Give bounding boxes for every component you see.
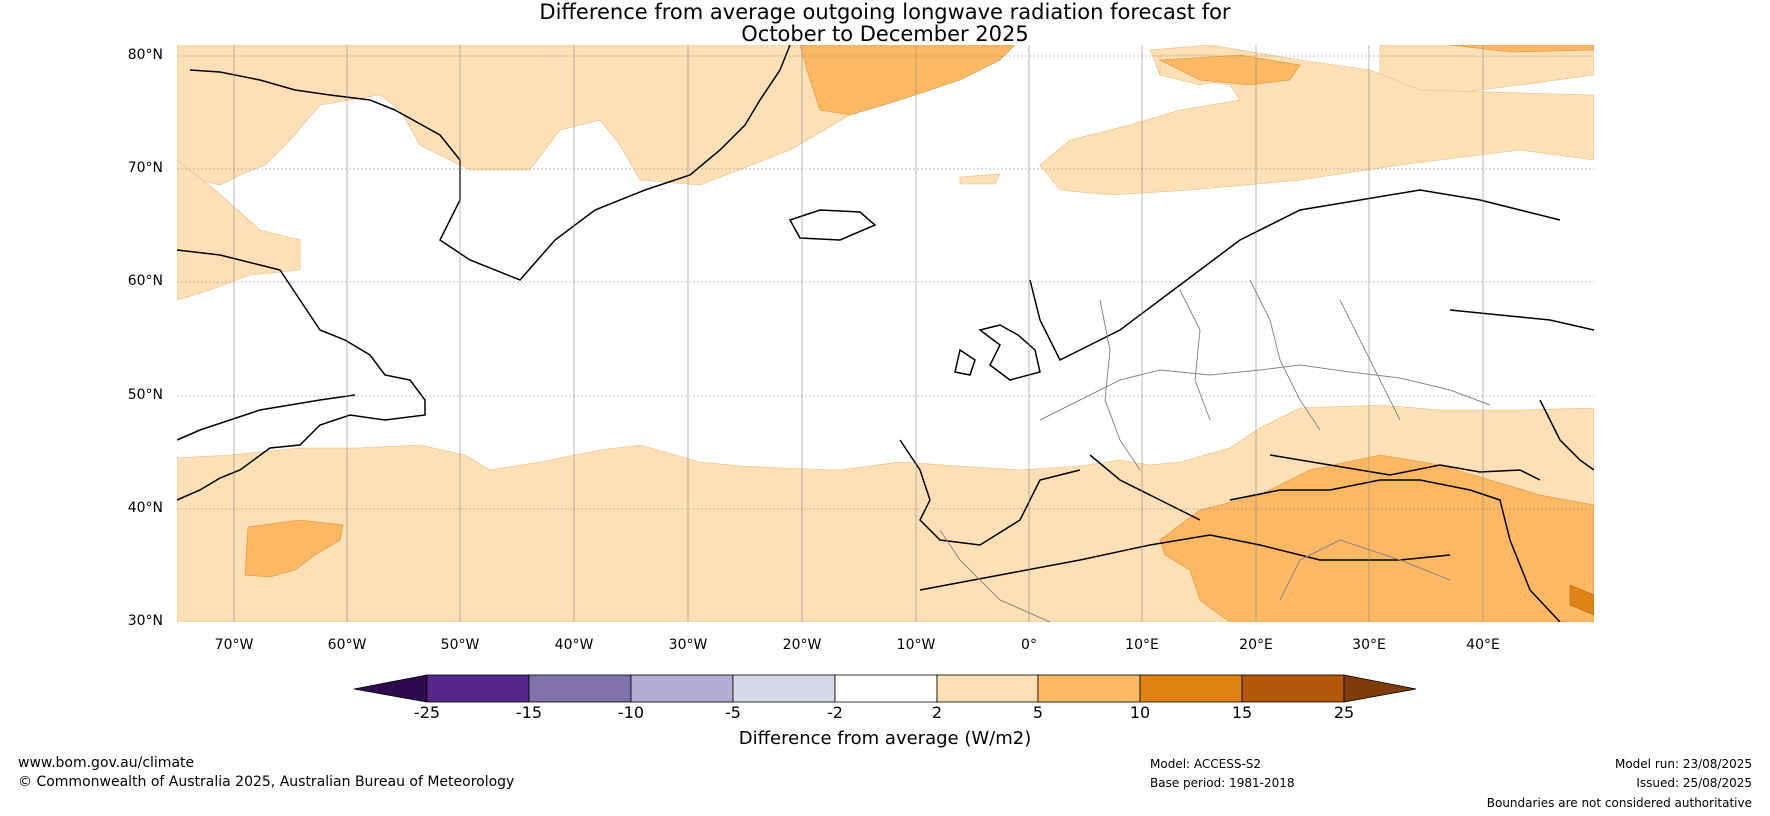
lon-label-10e: 10°E — [1125, 637, 1159, 653]
colorbar-seg-1 — [426, 674, 530, 703]
lon-label-10w: 10°W — [896, 637, 936, 653]
lon-label-40e: 40°E — [1466, 637, 1500, 653]
map-area — [177, 45, 1594, 622]
colorbar-tick: 25 — [1333, 703, 1355, 722]
footer-model: Model: ACCESS-S2 — [1150, 757, 1262, 771]
footer-disclaimer: Boundaries are not considered authoritat… — [1486, 796, 1752, 810]
country-borders — [939, 279, 1491, 622]
lon-label-40w: 40°W — [554, 637, 594, 653]
lat-label-80n: 80°N — [127, 47, 163, 63]
colorbar — [353, 674, 1417, 703]
lon-label-70w: 70°W — [214, 637, 254, 653]
lat-label-40n: 40°N — [127, 500, 163, 516]
colorbar-seg-5 — [834, 674, 938, 703]
colorbar-seg-9 — [1241, 674, 1345, 703]
colorbar-tick: -2 — [827, 703, 843, 722]
footer-issued: Issued: 25/08/2025 — [1636, 776, 1752, 790]
colorbar-seg-4 — [732, 674, 836, 703]
colorbar-tick: -5 — [725, 703, 741, 722]
graticule — [177, 45, 1594, 622]
colorbar-seg-2 — [528, 674, 632, 703]
footer-model-run: Model run: 23/08/2025 — [1614, 757, 1752, 771]
lon-label-20e: 20°E — [1239, 637, 1273, 653]
colorbar-seg-7 — [1037, 674, 1141, 703]
footer-copyright: © Commonwealth of Australia 2025, Austra… — [18, 774, 515, 790]
lat-label-70n: 70°N — [127, 160, 163, 176]
lon-label-60w: 60°W — [327, 637, 367, 653]
colorbar-tick: 15 — [1231, 703, 1253, 722]
colorbar-extend-high — [1343, 674, 1417, 703]
lat-label-60n: 60°N — [127, 273, 163, 289]
anomaly-5-10-regions — [244, 45, 1594, 622]
lon-label-20w: 20°W — [782, 637, 822, 653]
map-title-line2: October to December 2025 — [741, 22, 1029, 46]
colorbar-tick: 2 — [931, 703, 943, 722]
footer-url: www.bom.gov.au/climate — [18, 755, 195, 771]
lon-label-50w: 50°W — [440, 637, 480, 653]
colorbar-tick: 10 — [1129, 703, 1151, 722]
colorbar-tick: 5 — [1032, 703, 1044, 722]
colorbar-seg-6 — [936, 674, 1039, 703]
anomaly-10-15-region — [1569, 584, 1594, 616]
lat-label-50n: 50°N — [127, 387, 163, 403]
lat-label-30n: 30°N — [127, 613, 163, 629]
colorbar-title: Difference from average (W/m2) — [738, 728, 1032, 749]
colorbar-tick: -25 — [413, 703, 441, 722]
lon-label-30w: 30°W — [668, 637, 708, 653]
map-title-line1: Difference from average outgoing longwav… — [539, 0, 1231, 24]
footer-base-period: Base period: 1981-2018 — [1150, 776, 1295, 790]
colorbar-tick: -15 — [515, 703, 543, 722]
lon-label-0: 0° — [1021, 637, 1037, 653]
colorbar-seg-8 — [1139, 674, 1243, 703]
colorbar-tick: -10 — [617, 703, 645, 722]
lon-label-30e: 30°E — [1352, 637, 1386, 653]
colorbar-seg-3 — [630, 674, 734, 703]
colorbar-extend-low — [353, 674, 428, 703]
